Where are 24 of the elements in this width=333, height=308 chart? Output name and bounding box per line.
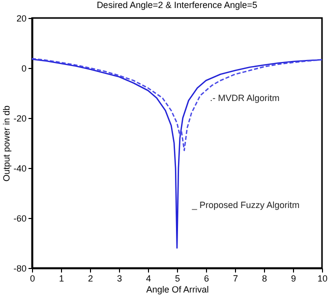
y-tick-label: 0 [21, 64, 26, 74]
line-series [31, 58, 323, 249]
x-tick-label: 8 [262, 274, 268, 284]
x-tick-label: 5 [174, 274, 180, 284]
x-tick-label: 7 [232, 274, 238, 284]
y-tick-label: -80 [13, 264, 26, 274]
x-tick-label: 6 [204, 274, 210, 284]
annotation: _ Proposed Fuzzy Algoritm [191, 200, 300, 210]
x-tick-label: 3 [116, 274, 122, 284]
y-tick-label: -20 [13, 114, 26, 124]
x-axis-title: Angle Of Arrival [146, 284, 209, 294]
x-tick-label: 9 [290, 274, 296, 284]
x-tick-label: 1 [58, 274, 64, 284]
annotation: .- MVDR Algoritm [210, 93, 280, 103]
chart-title: Desired Angle=2 & Interference Angle=5 [96, 0, 258, 10]
x-tick-label: 10 [317, 274, 328, 284]
y-axis-title: Output power in db [1, 105, 12, 182]
x-tick-label: 2 [88, 274, 94, 284]
x-tick-label: 0 [30, 274, 36, 284]
y-tick-label: 20 [16, 14, 26, 24]
y-tick-label: -60 [13, 214, 26, 224]
y-tick-label: -40 [13, 164, 26, 174]
line-series [31, 58, 323, 152]
x-tick-label: 4 [146, 274, 152, 284]
